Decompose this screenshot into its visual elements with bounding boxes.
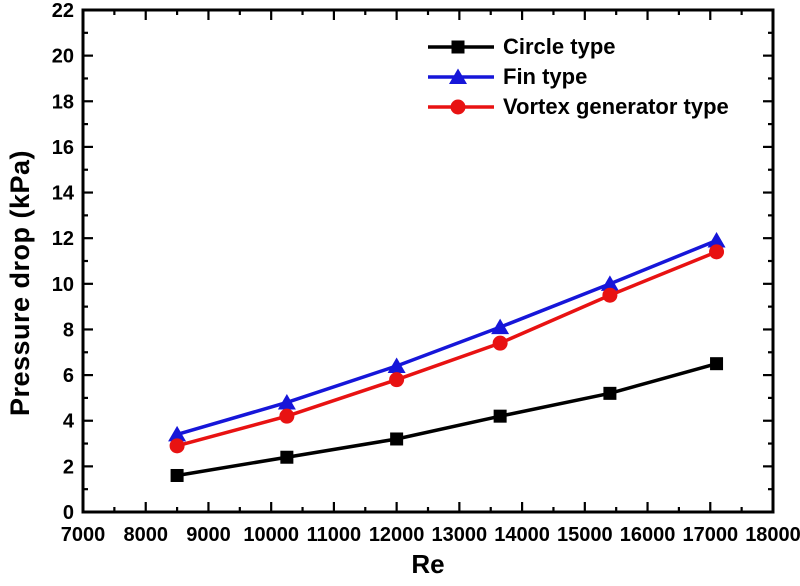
series-marker-circle-type — [280, 450, 294, 464]
series-line-fin-type — [176, 238, 718, 437]
legend-swatch-1 — [428, 66, 494, 88]
legend: Circle type Fin type Vortex generator ty… — [428, 34, 729, 124]
series-marker-circle-type — [493, 409, 507, 423]
y-tick-label: 0 — [63, 502, 74, 524]
y-axis-title: Pressure drop (kPa) — [5, 149, 35, 417]
series-marker-vortex-generator-type — [389, 372, 405, 388]
legend-entry-circle-type: Circle type — [428, 34, 729, 60]
x-tick-label: 11000 — [307, 524, 362, 546]
series-marker-circle-type — [710, 357, 724, 371]
y-tick-label: 10 — [52, 274, 74, 296]
legend-label-vortex-generator-type: Vortex generator type — [503, 94, 729, 119]
legend-swatch-canvas-circle-type — [428, 40, 494, 54]
series-marker-circle-type — [603, 386, 617, 400]
x-tick-label: 13000 — [432, 524, 488, 546]
x-tick-label: 17000 — [682, 524, 738, 546]
legend-swatch-canvas-fin-type — [428, 68, 494, 84]
legend-label-circle-type: Circle type — [503, 34, 616, 59]
x-tick-label: 9000 — [186, 524, 231, 546]
series-marker-fin-type — [491, 318, 510, 335]
y-tick-label: 6 — [63, 365, 74, 387]
legend-marker-vortex-generator-type — [450, 99, 466, 115]
legend-swatch-canvas-vortex-generator-type — [428, 99, 494, 115]
x-tick-label: 8000 — [123, 524, 168, 546]
series-marker-fin-type — [600, 275, 619, 291]
series-line-vortex-generator-type — [176, 250, 718, 448]
y-tick-label: 2 — [63, 456, 74, 478]
legend-entry-vortex-generator-type: Vortex generator type — [428, 94, 729, 120]
series-marker-fin-type — [168, 425, 187, 442]
x-tick-label: 12000 — [369, 524, 425, 546]
series-marker-fin-type — [277, 393, 296, 410]
y-tick-label: 12 — [52, 228, 74, 250]
legend-marker-circle-type — [451, 40, 465, 54]
series-marker-vortex-generator-type — [279, 408, 295, 424]
x-tick-label: 10000 — [243, 524, 299, 546]
x-tick-label: 7000 — [61, 524, 106, 546]
legend-swatch-0 — [428, 36, 494, 58]
series-marker-fin-type — [387, 357, 406, 373]
legend-marker-fin-type — [449, 68, 467, 84]
legend-swatch-2 — [428, 96, 494, 118]
legend-entry-fin-type: Fin type — [428, 64, 729, 90]
y-tick-label: 16 — [52, 137, 74, 159]
x-tick-label: 15000 — [557, 524, 613, 546]
series-marker-fin-type — [707, 231, 726, 248]
x-tick-label: 16000 — [620, 524, 676, 546]
series-marker-circle-type — [170, 468, 184, 482]
series-line-circle-type — [176, 361, 718, 478]
y-tick-label: 18 — [52, 91, 74, 113]
y-tick-label: 22 — [52, 0, 74, 22]
series-marker-vortex-generator-type — [169, 438, 185, 454]
y-tick-label: 20 — [52, 46, 74, 68]
x-axis-title: Re — [411, 549, 445, 579]
x-tick-label: 18000 — [745, 524, 800, 546]
y-tick-label: 4 — [63, 411, 75, 433]
series-marker-circle-type — [390, 432, 404, 446]
y-tick-label: 8 — [63, 319, 74, 341]
series-marker-vortex-generator-type — [709, 244, 725, 260]
x-tick-label: 14000 — [494, 524, 550, 546]
y-tick-label: 14 — [52, 183, 75, 205]
series-marker-vortex-generator-type — [602, 287, 618, 303]
legend-label-fin-type: Fin type — [503, 64, 588, 89]
series-marker-vortex-generator-type — [492, 335, 508, 351]
